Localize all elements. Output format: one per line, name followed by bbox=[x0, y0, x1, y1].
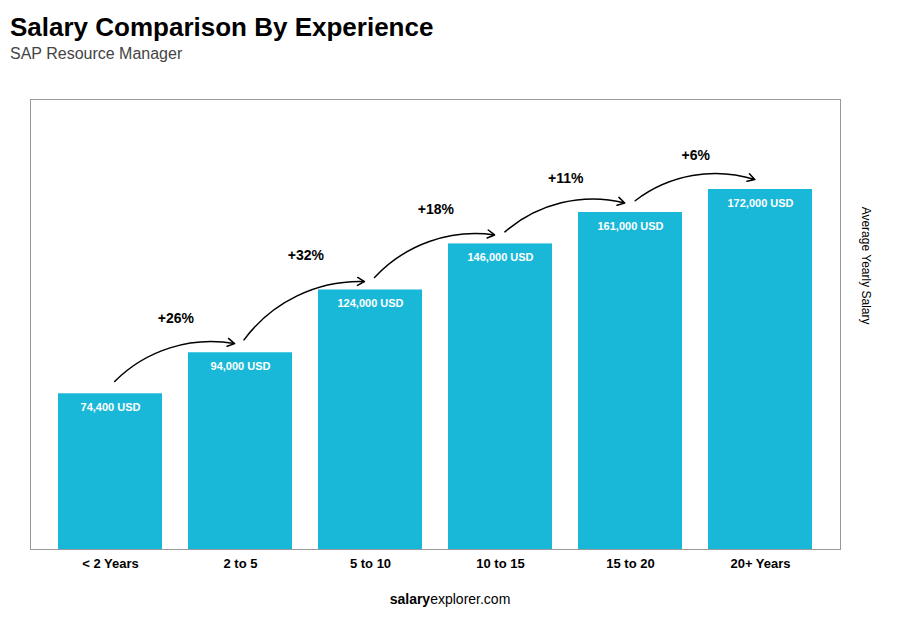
svg-text:+26%: +26% bbox=[158, 310, 195, 326]
svg-text:146,000 USD: 146,000 USD bbox=[467, 251, 533, 263]
svg-text:Average Yearly Salary: Average Yearly Salary bbox=[859, 207, 873, 325]
svg-text:+18%: +18% bbox=[418, 201, 455, 217]
svg-text:5 to 10: 5 to 10 bbox=[350, 556, 391, 571]
svg-text:10 to 15: 10 to 15 bbox=[476, 556, 524, 571]
svg-text:+6%: +6% bbox=[682, 147, 711, 163]
svg-text:< 2 Years: < 2 Years bbox=[82, 556, 139, 571]
svg-text:20+ Years: 20+ Years bbox=[730, 556, 790, 571]
html-text:Salary Comparison By Experienc: Salary Comparison By Experience bbox=[10, 12, 434, 42]
svg-text:124,000 USD: 124,000 USD bbox=[337, 297, 403, 309]
svg-text:172,000 USD: 172,000 USD bbox=[727, 197, 793, 209]
html-text:salary explorer.com: salary explorer.com bbox=[389, 591, 511, 607]
svg-text:2 to 5: 2 to 5 bbox=[224, 556, 258, 571]
svg-text:161,000 USD: 161,000 USD bbox=[597, 220, 663, 232]
html-text:SAP Resource Manager: SAP Resource Manager bbox=[10, 45, 183, 62]
svg-text:+11%: +11% bbox=[548, 170, 584, 186]
svg-text:74,400 USD: 74,400 USD bbox=[81, 401, 141, 413]
svg-text:94,000 USD: 94,000 USD bbox=[211, 360, 271, 372]
svg-text:+32%: +32% bbox=[288, 247, 325, 263]
svg-text:15 to 20: 15 to 20 bbox=[606, 556, 654, 571]
